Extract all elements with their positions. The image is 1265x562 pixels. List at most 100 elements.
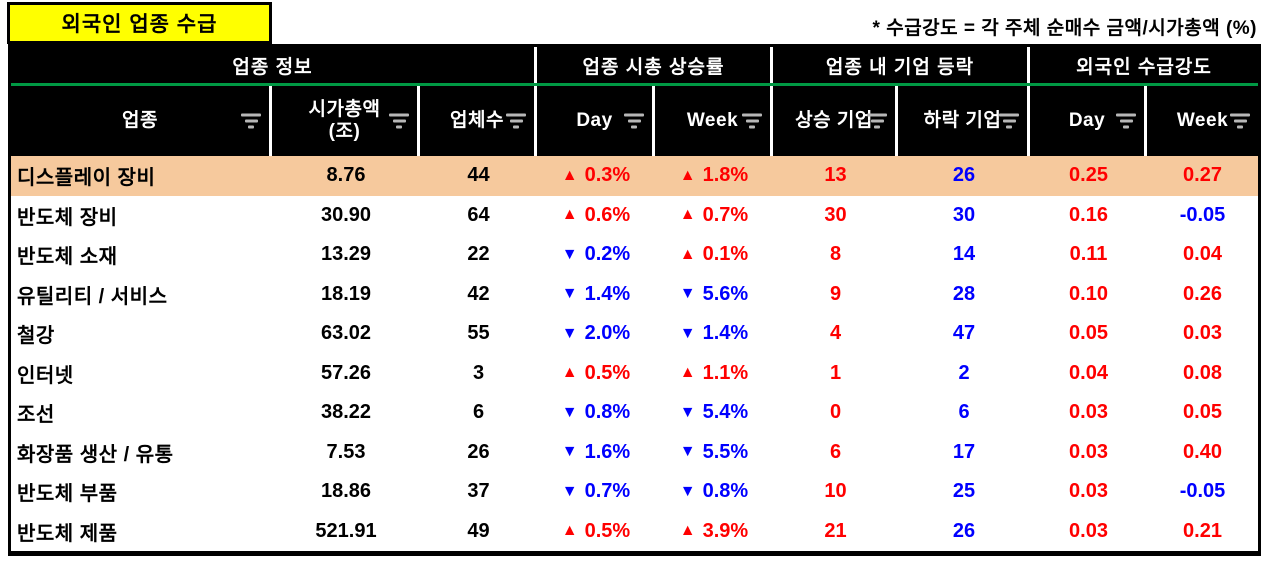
up-arrow-icon: ▲ [679,522,696,540]
rising-firms: 8 [829,243,842,266]
column-header-falling-firms[interactable]: 하락 기업 [898,86,1030,156]
strength-week: -0.05 [1179,203,1226,226]
strength-formula-note: * 수급강도 = 각 주체 순매수 금액/시가총액 (%) [872,18,1257,39]
strength-day: 0.25 [1069,164,1108,187]
filter-icon[interactable] [506,113,526,129]
up-arrow-icon: ▲ [679,166,696,184]
table-row[interactable]: 반도체 부품 18.86 37 ▼ 0.7% ▼ 0.8% 10 25 0.03 -0.05 [11,472,1258,512]
column-header-market-cap[interactable]: 시가총액 (조) [272,86,420,156]
sector-name: 화장품 생산 / 유통 [17,443,174,466]
day-change: ▼ 0.7% [561,480,631,503]
falling-firms: 17 [952,440,976,463]
column-header-company-count[interactable]: 업체수 [420,86,537,156]
table-row[interactable]: 디스플레이 장비 8.76 44 ▲ 0.3% ▲ 1.8% 13 26 0.25 0.27 [11,156,1258,196]
table-row[interactable]: 반도체 소재 13.29 22 ▼ 0.2% ▲ 0.1% 8 14 0.11 0.04 [11,235,1258,275]
table-row[interactable]: 반도체 제품 521.91 49 ▲ 0.5% ▲ 3.9% 21 26 0.03 0.21 [11,511,1258,551]
market-cap: 57.26 [320,361,372,384]
column-header-sector[interactable]: 업종 [11,86,272,156]
table-row[interactable]: 철강 63.02 55 ▼ 2.0% ▼ 1.4% 4 47 0.05 0.03 [11,314,1258,354]
column-header-week-change[interactable]: Week [655,86,773,156]
day-change: ▲ 0.6% [561,203,631,226]
down-arrow-icon: ▼ [561,403,578,421]
column-header-label: 하락 기업 [923,110,1002,132]
up-arrow-icon: ▲ [679,206,696,224]
up-arrow-icon: ▲ [561,206,578,224]
green-divider [11,83,1258,86]
up-arrow-icon: ▲ [679,364,696,382]
falling-firms: 2 [958,361,970,384]
column-header-label: Week [1176,110,1229,132]
falling-firms: 28 [952,282,976,305]
column-header-rising-firms[interactable]: 상승 기업 [773,86,898,156]
filter-icon[interactable] [1230,113,1250,129]
filter-icon[interactable] [742,113,762,129]
market-cap: 8.76 [326,164,366,187]
column-header-day-change[interactable]: Day [537,86,655,156]
down-arrow-icon: ▼ [679,443,696,461]
strength-week: 0.03 [1183,322,1222,345]
column-header-strength-day[interactable]: Day [1030,86,1147,156]
filter-icon[interactable] [624,113,644,129]
week-change: ▼ 5.4% [679,401,749,424]
column-header-label: Day [1068,110,1106,132]
market-cap: 521.91 [315,519,377,542]
strength-week: 0.27 [1183,164,1222,187]
sector-name: 반도체 제품 [17,522,118,545]
week-change: ▲ 0.1% [679,243,749,266]
down-arrow-icon: ▼ [561,245,578,263]
column-header-strength-week[interactable]: Week [1147,86,1258,156]
strength-day: 0.04 [1069,361,1108,384]
market-cap: 13.29 [320,243,372,266]
down-arrow-icon: ▼ [561,285,578,303]
table-row[interactable]: 유틸리티 / 서비스 18.19 42 ▼ 1.4% ▼ 5.6% 9 28 0.10 0.26 [11,274,1258,314]
down-arrow-icon: ▼ [679,482,696,500]
filter-icon[interactable] [999,113,1019,129]
day-change: ▼ 0.2% [561,243,631,266]
week-change: ▲ 3.9% [679,519,749,542]
filter-icon[interactable] [867,113,887,129]
up-arrow-icon: ▲ [679,245,696,263]
table-row[interactable]: 조선 38.22 6 ▼ 0.8% ▼ 5.4% 0 6 0.03 0.05 [11,393,1258,433]
company-count: 26 [467,440,490,463]
filter-icon[interactable] [241,113,261,129]
strength-day: 0.03 [1069,401,1108,424]
strength-day: 0.16 [1069,203,1108,226]
strength-week: -0.05 [1179,480,1226,503]
week-change: ▲ 1.8% [679,164,749,187]
up-arrow-icon: ▲ [561,166,578,184]
strength-week: 0.21 [1183,519,1222,542]
strength-day: 0.11 [1069,243,1108,266]
sector-table-body: 디스플레이 장비 8.76 44 ▲ 0.3% ▲ 1.8% 13 26 0.25 0.27 반도체 … [11,156,1258,551]
market-cap: 38.22 [320,401,372,424]
week-change: ▼ 5.5% [679,440,749,463]
rising-firms: 1 [829,361,842,384]
day-change: ▼ 2.0% [561,322,631,345]
column-header-label: 상승 기업 [795,110,873,132]
sector-name: 유틸리티 / 서비스 [17,285,168,308]
week-change: ▼ 5.6% [679,282,749,305]
sector-name: 인터넷 [17,364,74,387]
down-arrow-icon: ▼ [679,324,696,342]
rising-firms: 9 [829,282,842,305]
table-row[interactable]: 화장품 생산 / 유통 7.53 26 ▼ 1.6% ▼ 5.5% 6 17 0.03 0.40 [11,432,1258,472]
group-header-firm-updown: 업종 내 기업 등락 [773,47,1030,83]
table-row[interactable]: 인터넷 57.26 3 ▲ 0.5% ▲ 1.1% 1 2 0.04 0.08 [11,353,1258,393]
table-row[interactable]: 반도체 장비 30.90 64 ▲ 0.6% ▲ 0.7% 30 30 0.16 -0.05 [11,195,1258,235]
strength-day: 0.03 [1069,519,1108,542]
filter-icon[interactable] [1116,113,1136,129]
week-change: ▼ 1.4% [679,322,749,345]
rising-firms: 4 [829,322,842,345]
down-arrow-icon: ▼ [679,285,696,303]
falling-firms: 6 [958,401,970,424]
market-cap: 7.53 [326,440,366,463]
company-count: 44 [467,164,490,187]
strength-week: 0.40 [1183,440,1222,463]
strength-day: 0.03 [1069,480,1108,503]
rising-firms: 30 [824,203,847,226]
falling-firms: 25 [952,480,976,503]
column-header-label: 시가총액 [308,99,381,121]
week-change: ▼ 0.8% [679,480,749,503]
filter-icon[interactable] [389,113,409,129]
falling-firms: 47 [952,322,976,345]
